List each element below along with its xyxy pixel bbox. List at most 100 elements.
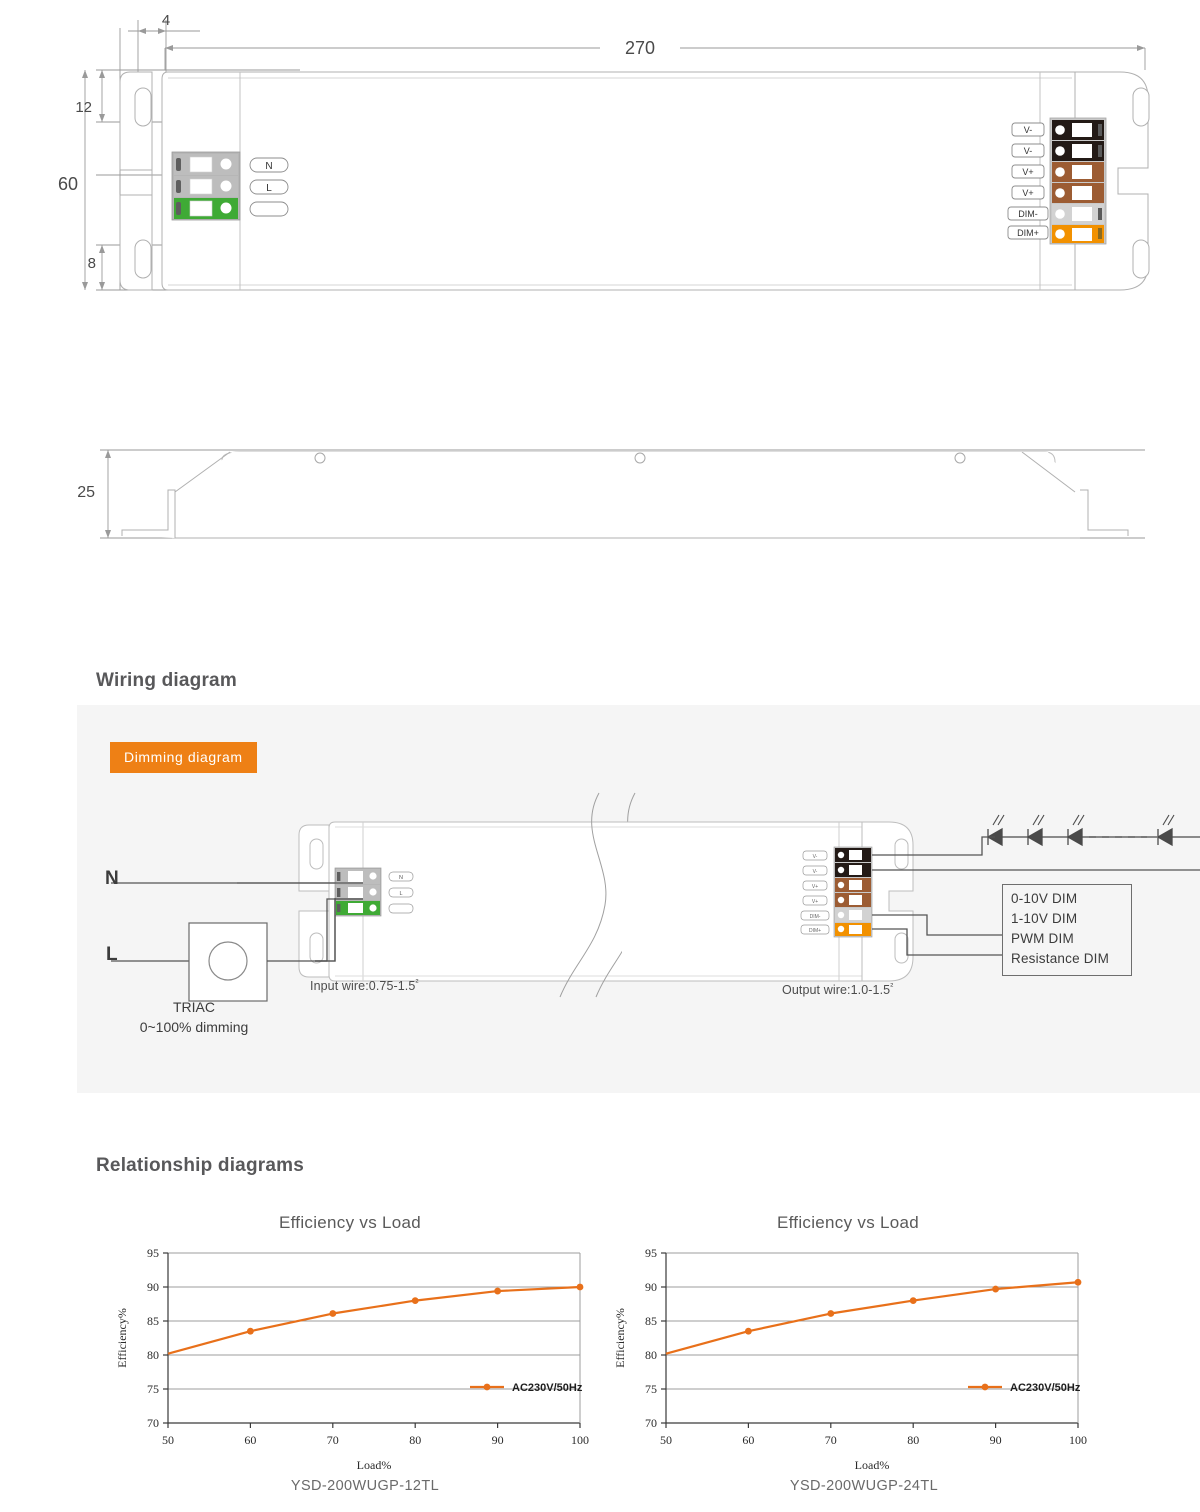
svg-text:L: L: [399, 891, 402, 897]
svg-text:V+: V+: [1022, 188, 1033, 198]
dim-option-0-10v: 0-10V DIM: [1011, 891, 1078, 906]
data-point: [329, 1310, 337, 1317]
dim-option-pwm: PWM DIM: [1011, 931, 1074, 946]
input-wire-note: Input wire:0.75-1.5²: [310, 977, 419, 994]
dimension-drawing: N L V- V-: [58, 12, 1150, 539]
output-terminal-labels: V- V- V+ V+ DIM- DIM+: [1007, 122, 1049, 240]
series-line: [167, 1285, 581, 1355]
wiring-input-labels: N L: [388, 871, 414, 914]
y-tick-label: 95: [147, 1246, 159, 1260]
legend-label: AC230V/50Hz: [1010, 1382, 1081, 1394]
x-tick-label: 60: [742, 1433, 754, 1447]
triac-name: TRIAC: [173, 999, 215, 1015]
svg-text:V+: V+: [812, 884, 818, 890]
svg-text:N: N: [399, 875, 403, 881]
x-tick-label: 100: [1069, 1433, 1087, 1447]
input-terminal-block: [171, 151, 241, 221]
y-tick-label: 80: [147, 1348, 159, 1362]
svg-text:DIM-: DIM-: [1018, 209, 1038, 219]
chart-efficiency-vs-load-12tl: Efficiency vs Load 70 75 80 85 90 95 50 60 70 80 9…: [90, 1195, 610, 1485]
svg-text:DIM+: DIM+: [809, 928, 821, 934]
data-point: [909, 1297, 917, 1304]
y-tick-label: 75: [147, 1382, 159, 1396]
dim-text-4: 4: [162, 12, 170, 29]
y-axis-label: Efficiency%: [115, 1308, 129, 1368]
relationship-diagrams-heading: Relationship diagrams: [96, 1155, 304, 1176]
y-tick-label: 70: [147, 1416, 159, 1430]
neutral-label: N: [105, 868, 119, 889]
y-tick-label: 90: [147, 1280, 159, 1294]
triac-range: 0~100% dimming: [139, 1019, 249, 1035]
x-tick-label: 100: [571, 1433, 589, 1447]
svg-text:V-: V-: [813, 869, 818, 875]
svg-text:V-: V-: [1024, 146, 1033, 156]
data-point: [992, 1285, 999, 1293]
dim-options-box: 0-10V DIM 1-10V DIM PWM DIM Resistance D…: [1002, 884, 1132, 976]
data-point: [827, 1310, 835, 1317]
data-point: [576, 1283, 584, 1291]
input-terminal-labels: N L: [249, 157, 289, 217]
data-point: [247, 1327, 254, 1335]
wiring-diagram-heading: Wiring diagram: [96, 670, 237, 691]
data-point: [494, 1287, 501, 1295]
output-wire-note: Output wire:1.0-1.5²: [782, 981, 894, 998]
y-tick-label: 75: [645, 1382, 657, 1396]
x-tick-label: 90: [492, 1433, 504, 1447]
data-point: [745, 1327, 752, 1335]
dim-option-1-10v: 1-10V DIM: [1011, 911, 1078, 926]
x-tick-label: 50: [660, 1433, 672, 1447]
data-point: [1074, 1278, 1082, 1286]
data-point: [411, 1297, 419, 1304]
live-label: L: [106, 944, 118, 965]
dimming-diagram-badge: Dimming diagram: [110, 742, 257, 773]
svg-text:V+: V+: [812, 899, 818, 905]
svg-text:L: L: [266, 183, 272, 194]
triac-symbol: [188, 922, 327, 1002]
triac-caption: TRIAC 0~100% dimming: [74, 997, 314, 1037]
y-tick-label: 85: [645, 1314, 657, 1328]
wiring-input-terminal: [334, 867, 382, 917]
output-wires: [872, 836, 1200, 956]
side-view: 25: [77, 449, 1145, 539]
svg-text:DIM+: DIM+: [1017, 228, 1039, 238]
x-tick-label: 90: [990, 1433, 1002, 1447]
y-tick-label: 95: [645, 1246, 657, 1260]
chart-efficiency-vs-load-24tl: Efficiency vs Load 70 75 80 85 90 95 50 60 70 80 9…: [588, 1195, 1108, 1485]
wiring-output-terminal: [833, 846, 873, 938]
dim-text-60: 60: [58, 174, 78, 194]
model-label-right: YSD-200WUGP-24TL: [789, 1478, 939, 1494]
svg-text:N: N: [265, 161, 272, 172]
x-tick-label: 80: [907, 1433, 919, 1447]
legend-marker: [483, 1383, 491, 1391]
svg-text:DIM-: DIM-: [810, 914, 821, 920]
dim-text-25: 25: [77, 484, 95, 501]
svg-text:V-: V-: [813, 854, 818, 860]
series-line: [665, 1281, 1079, 1355]
y-tick-label: 70: [645, 1416, 657, 1430]
x-tick-label: 70: [825, 1433, 837, 1447]
output-terminal-block: [1049, 117, 1107, 245]
wiring-schematic: N L V- V- V+ V+ DIM-: [111, 792, 1200, 1002]
x-tick-label: 60: [244, 1433, 256, 1447]
x-tick-label: 70: [327, 1433, 339, 1447]
dim-text-12: 12: [75, 99, 92, 116]
chart-title-left: Efficiency vs Load: [278, 1213, 422, 1232]
x-tick-label: 50: [162, 1433, 174, 1447]
dim-text-8: 8: [88, 255, 96, 272]
y-tick-label: 90: [645, 1280, 657, 1294]
y-axis-label: Efficiency%: [613, 1308, 627, 1368]
x-axis-label: Load%: [855, 1458, 890, 1472]
svg-text:V-: V-: [1024, 125, 1033, 135]
x-axis-label: Load%: [357, 1458, 392, 1472]
legend-marker: [981, 1383, 989, 1391]
legend-label: AC230V/50Hz: [512, 1382, 583, 1394]
y-tick-label: 80: [645, 1348, 657, 1362]
model-label-left: YSD-200WUGP-12TL: [290, 1478, 440, 1494]
dim-option-resistance: Resistance DIM: [1011, 951, 1110, 966]
svg-text:V+: V+: [1022, 167, 1033, 177]
x-tick-label: 80: [409, 1433, 421, 1447]
wiring-output-labels: V- V- V+ V+ DIM- DIM+: [800, 850, 830, 935]
y-tick-label: 85: [147, 1314, 159, 1328]
led-chain: [986, 814, 1200, 847]
chart-title-right: Efficiency vs Load: [776, 1213, 920, 1232]
